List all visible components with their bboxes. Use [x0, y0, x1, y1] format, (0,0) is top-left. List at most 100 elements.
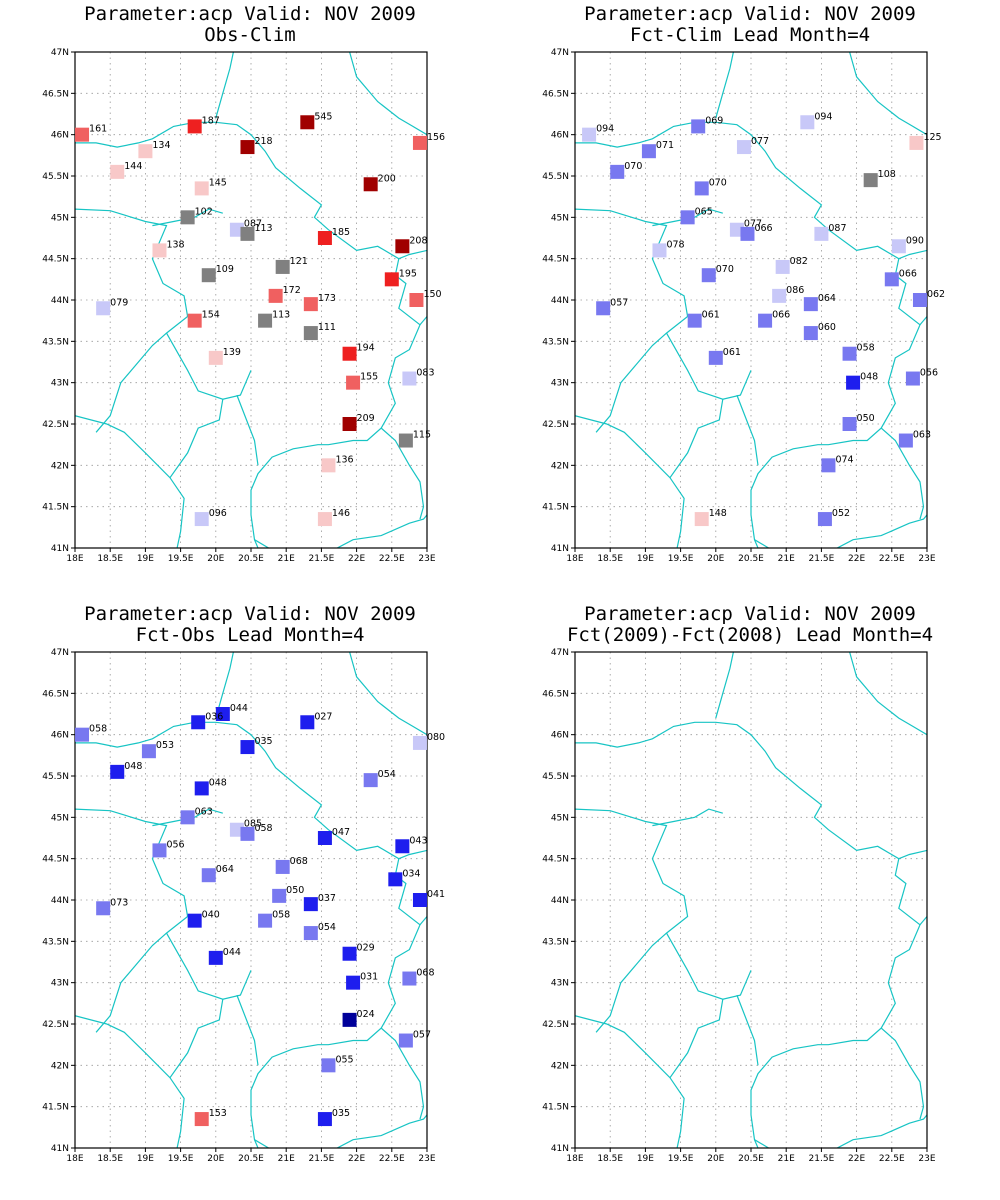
station-value-label: 187 — [202, 115, 220, 126]
lon-tick-label: 19E — [637, 554, 654, 564]
map-frame — [574, 651, 928, 1149]
border-line — [75, 208, 189, 433]
lon-tick-label: 18E — [66, 1154, 83, 1164]
border-line — [652, 208, 723, 227]
station-marker — [610, 164, 625, 179]
station-value-label: 155 — [360, 372, 378, 383]
station-marker — [141, 744, 156, 759]
station-marker — [187, 913, 202, 928]
border-line — [736, 994, 759, 1066]
station-marker — [395, 839, 410, 854]
station-marker — [912, 293, 927, 307]
station-value-label: 136 — [335, 454, 353, 465]
station-marker — [138, 144, 153, 159]
lon-tick-label: 22E — [348, 1154, 365, 1164]
station-value-label: 031 — [360, 972, 378, 983]
station-value-label: 064 — [818, 293, 836, 304]
border-line — [754, 514, 927, 548]
station-marker — [152, 843, 167, 858]
station-marker — [194, 512, 209, 527]
station-value-label: 057 — [413, 1030, 431, 1041]
station-marker — [215, 707, 230, 721]
lon-tick-label: 18.5E — [97, 554, 123, 564]
station-marker — [240, 740, 255, 755]
map-frame — [74, 651, 428, 1149]
border-line — [669, 399, 724, 479]
station-marker — [303, 297, 318, 312]
border-line — [849, 652, 927, 736]
station-marker — [258, 913, 273, 928]
station-value-label: 194 — [357, 343, 375, 354]
border-line — [165, 932, 252, 1000]
station-marker — [258, 313, 273, 328]
station-value-label: 068 — [416, 968, 434, 979]
lat-tick-label: 43N — [51, 379, 69, 389]
border-line — [419, 316, 427, 326]
lat-tick-label: 43.5N — [42, 337, 69, 347]
lat-tick-label: 41.5N — [42, 503, 69, 513]
lat-tick-label: 45N — [551, 213, 569, 223]
border-line — [236, 994, 259, 1066]
station-value-label: 139 — [223, 347, 241, 358]
station-marker — [194, 1112, 209, 1127]
map-svg: 18E 18.5E 19E 19.5E 20E 20.5E 21E 21.5E 22E 22.5E… — [542, 48, 945, 564]
station-marker — [229, 222, 244, 237]
station-value-label: 034 — [402, 868, 420, 879]
station-value-label: 058 — [272, 910, 290, 921]
station-value-label: 148 — [709, 508, 727, 519]
station-marker — [680, 210, 695, 225]
map-panel-fct-obs: Parameter:acp Valid: NOV 2009 Fct-Obs Le… — [0, 600, 500, 1200]
lat-tick-label: 45N — [551, 813, 569, 823]
border-line — [919, 916, 927, 926]
station-marker — [758, 313, 773, 328]
station-marker — [75, 727, 90, 742]
panel-title: Parameter:acp Valid: NOV 2009 — [584, 3, 916, 25]
station-value-label: 044 — [223, 947, 241, 958]
lon-tick-label: 20E — [707, 1154, 724, 1164]
lat-tick-label: 47N — [551, 648, 569, 658]
border-line — [575, 415, 685, 548]
panel-subtitle: Fct-Clim Lead Month=4 — [629, 24, 871, 46]
station-value-label: 062 — [927, 289, 945, 300]
station-value-label: 109 — [216, 264, 234, 275]
lon-tick-label: 18E — [566, 554, 583, 564]
station-value-label: 056 — [920, 368, 938, 379]
lat-tick-label: 45N — [51, 813, 69, 823]
border-line — [254, 1114, 427, 1148]
station-marker — [342, 1012, 357, 1027]
station-marker — [398, 1033, 413, 1048]
lon-tick-label: 20E — [207, 1154, 224, 1164]
lon-tick-label: 18E — [566, 1154, 583, 1164]
station-marker — [187, 313, 202, 328]
station-marker — [729, 222, 744, 237]
border-line — [898, 849, 927, 860]
station-value-label: 058 — [89, 724, 107, 735]
border-line — [669, 999, 724, 1079]
border-line — [715, 52, 734, 119]
station-value-label: 146 — [332, 508, 350, 519]
lat-tick-label: 41.5N — [42, 1103, 69, 1113]
lat-tick-label: 42.5N — [542, 420, 569, 430]
border-line — [398, 849, 427, 860]
station-value-label: 041 — [427, 889, 445, 900]
station-marker — [317, 231, 332, 245]
station-value-label: 035 — [332, 1108, 350, 1119]
station-value-label: 050 — [857, 413, 875, 424]
border-line — [236, 394, 259, 466]
lat-tick-label: 47N — [51, 648, 69, 658]
station-value-label: 185 — [332, 227, 350, 238]
border-line — [380, 427, 425, 520]
station-marker — [898, 433, 913, 448]
lon-tick-label: 22.5E — [879, 1154, 905, 1164]
station-marker — [800, 115, 815, 130]
station-value-label: 096 — [209, 508, 227, 519]
border-line — [754, 1114, 927, 1148]
station-value-label: 043 — [409, 835, 427, 846]
lon-tick-label: 20.5E — [238, 1154, 264, 1164]
lon-tick-label: 19E — [137, 1154, 154, 1164]
station-value-label: 052 — [832, 508, 850, 519]
station-value-label: 037 — [318, 893, 336, 904]
station-marker — [317, 512, 332, 527]
lat-tick-label: 46N — [551, 731, 569, 741]
